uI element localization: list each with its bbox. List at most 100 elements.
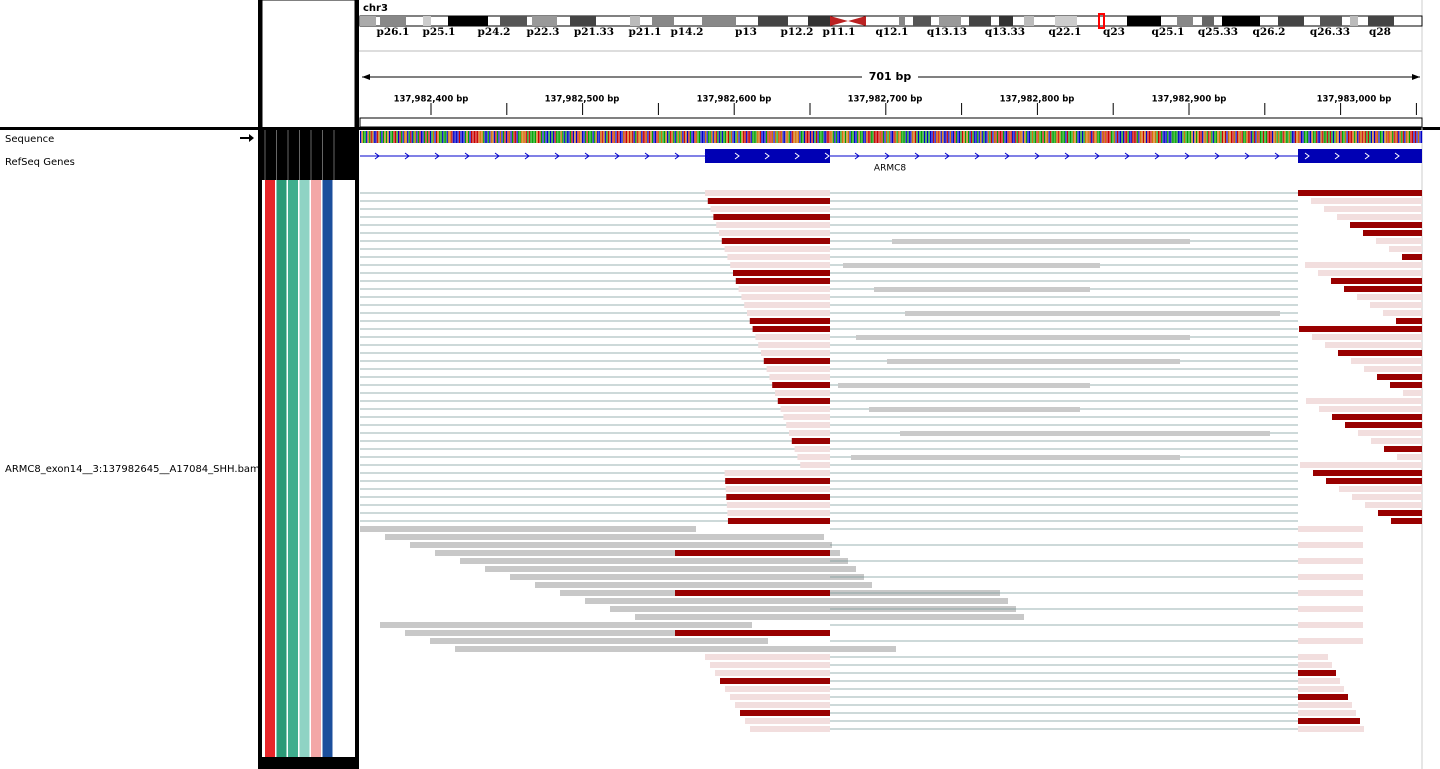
base bbox=[1183, 131, 1186, 143]
strand-chevron bbox=[404, 152, 410, 160]
base bbox=[816, 131, 818, 143]
base bbox=[419, 131, 421, 143]
base bbox=[1282, 131, 1284, 143]
read-block bbox=[738, 286, 830, 292]
base bbox=[1349, 131, 1351, 143]
base bbox=[1202, 131, 1204, 143]
base bbox=[470, 131, 473, 143]
base bbox=[387, 131, 389, 143]
base bbox=[393, 131, 395, 143]
base bbox=[1047, 131, 1049, 143]
read-block bbox=[735, 278, 830, 284]
base bbox=[942, 131, 944, 143]
base bbox=[957, 131, 959, 143]
ideogram[interactable]: p26.1 p25.1 p24.2 p22.3 p21.33 p21.1 p14.2 p13 p… bbox=[359, 13, 1423, 38]
base bbox=[881, 131, 883, 143]
base bbox=[436, 131, 438, 143]
base bbox=[1176, 131, 1178, 143]
base bbox=[367, 131, 369, 143]
base bbox=[1221, 131, 1224, 143]
base bbox=[885, 131, 888, 143]
read-block bbox=[1298, 638, 1363, 644]
base bbox=[1173, 131, 1175, 143]
base bbox=[592, 131, 594, 143]
read-block bbox=[1298, 558, 1363, 564]
base bbox=[401, 131, 403, 143]
band-label: q13.33 bbox=[985, 26, 1025, 38]
base bbox=[653, 131, 655, 143]
base bbox=[1294, 131, 1296, 143]
base bbox=[844, 131, 847, 143]
base bbox=[394, 131, 397, 143]
base bbox=[1027, 131, 1029, 143]
read-block bbox=[1365, 502, 1422, 508]
position-label: 137,982,500 bp bbox=[545, 95, 620, 105]
attr-cell bbox=[322, 180, 333, 757]
base bbox=[515, 131, 517, 143]
gray-read bbox=[460, 558, 848, 564]
gene-label[interactable]: ARMC8 bbox=[874, 164, 906, 174]
track-name[interactable]: ARMC8_exon14__3:137982645__A17084_SHH.ba… bbox=[5, 464, 260, 475]
base bbox=[565, 131, 567, 143]
read-block bbox=[1318, 270, 1422, 276]
position-label: 137,982,400 bp bbox=[394, 95, 469, 105]
base bbox=[1258, 131, 1260, 143]
base bbox=[1188, 131, 1190, 143]
base bbox=[939, 131, 941, 143]
band-label: p13 bbox=[735, 26, 757, 38]
base bbox=[1123, 131, 1125, 143]
base bbox=[697, 131, 699, 143]
base bbox=[829, 131, 831, 143]
base bbox=[1325, 131, 1327, 143]
gray-read bbox=[430, 638, 768, 644]
strand-arrow[interactable] bbox=[240, 134, 254, 142]
strand-chevron bbox=[884, 152, 890, 160]
read-block bbox=[726, 502, 830, 508]
base bbox=[1107, 131, 1110, 143]
base bbox=[811, 131, 813, 143]
base bbox=[1019, 131, 1021, 143]
base bbox=[432, 131, 435, 143]
attr-cell bbox=[288, 180, 298, 757]
base bbox=[837, 131, 839, 143]
chromosome[interactable]: chr3 bbox=[363, 3, 388, 14]
base bbox=[964, 131, 967, 143]
base bbox=[764, 131, 766, 143]
base bbox=[396, 131, 398, 143]
base bbox=[1279, 131, 1281, 143]
base bbox=[533, 131, 535, 143]
base bbox=[635, 131, 637, 143]
track-name[interactable]: RefSeq Genes bbox=[5, 157, 75, 168]
base bbox=[1224, 131, 1227, 143]
base bbox=[399, 131, 401, 143]
base bbox=[578, 131, 581, 143]
read-block bbox=[763, 358, 830, 364]
base bbox=[1235, 131, 1237, 143]
read-block bbox=[675, 550, 830, 556]
read-block bbox=[1298, 606, 1363, 612]
base bbox=[796, 131, 798, 143]
base bbox=[498, 131, 500, 143]
base bbox=[919, 131, 921, 143]
base bbox=[1075, 131, 1078, 143]
base bbox=[1071, 131, 1073, 143]
base bbox=[601, 131, 603, 143]
read-block bbox=[789, 430, 830, 436]
base bbox=[922, 131, 924, 143]
base bbox=[1088, 131, 1090, 143]
track-name[interactable]: Sequence bbox=[5, 134, 54, 145]
read-block bbox=[747, 310, 830, 316]
read-block bbox=[794, 446, 830, 452]
base bbox=[1226, 131, 1228, 143]
base bbox=[633, 131, 635, 143]
base bbox=[872, 131, 874, 143]
base bbox=[1214, 131, 1216, 143]
base bbox=[803, 131, 806, 143]
base bbox=[501, 131, 503, 143]
base bbox=[1247, 131, 1249, 143]
base bbox=[1199, 131, 1201, 143]
base bbox=[414, 131, 416, 143]
base bbox=[1115, 131, 1117, 143]
base bbox=[437, 131, 439, 143]
base bbox=[1025, 131, 1027, 143]
